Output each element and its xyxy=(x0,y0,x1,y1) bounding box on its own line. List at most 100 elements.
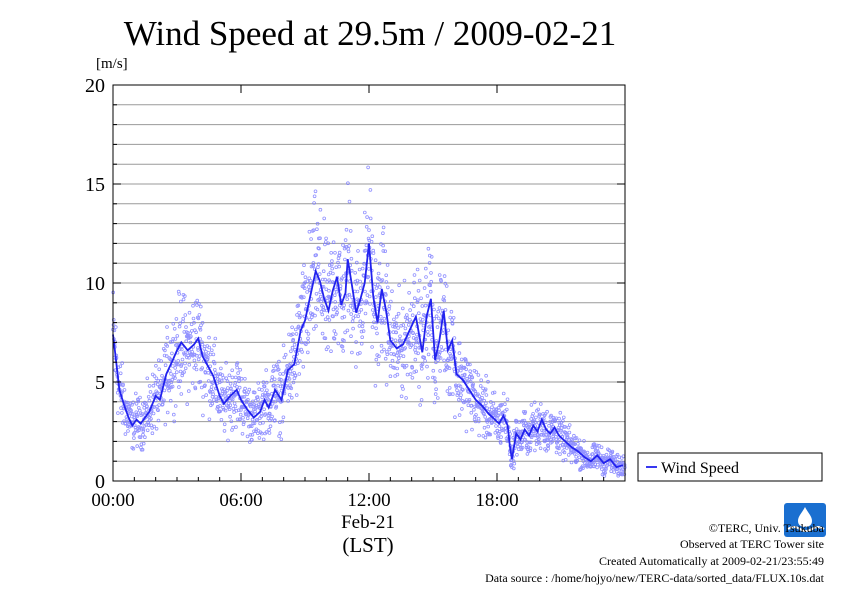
scatter-point xyxy=(259,431,264,436)
scatter-point xyxy=(243,376,247,381)
scatter-point xyxy=(197,301,201,306)
scatter-point xyxy=(263,412,268,416)
scatter-point xyxy=(363,248,368,253)
scatter-point xyxy=(313,313,317,318)
scatter-point xyxy=(520,445,525,450)
scatter-point xyxy=(198,379,203,384)
scatter-point xyxy=(366,236,371,241)
scatter-point xyxy=(561,415,566,420)
scatter-point xyxy=(329,349,333,354)
scatter-point xyxy=(377,285,382,289)
scatter-point xyxy=(492,390,497,395)
scatter-point xyxy=(436,316,441,321)
scatter-point xyxy=(503,430,508,434)
scatter-point xyxy=(179,362,184,367)
scatter-point xyxy=(181,316,186,321)
scatter-point xyxy=(296,361,300,365)
scatter-point xyxy=(297,359,302,363)
scatter-point xyxy=(499,435,503,439)
scatter-point xyxy=(331,307,336,312)
scatter-point xyxy=(359,329,364,334)
scatter-point xyxy=(399,394,404,399)
scatter-point xyxy=(425,294,430,298)
scatter-point xyxy=(199,304,203,309)
scatter-point xyxy=(325,298,330,303)
scatter-point xyxy=(418,403,423,407)
scatter-point xyxy=(386,341,391,345)
scatter-point xyxy=(554,450,559,455)
scatter-point xyxy=(541,416,546,421)
scatter-point xyxy=(354,281,359,286)
scatter-point xyxy=(483,435,488,440)
scatter-point xyxy=(227,373,232,378)
scatter-point xyxy=(346,249,351,254)
scatter-point xyxy=(326,241,331,246)
scatter-point xyxy=(230,368,235,373)
scatter-point xyxy=(469,403,474,408)
scatter-point xyxy=(442,274,447,278)
scatter-point xyxy=(329,262,334,267)
scatter-point xyxy=(131,446,136,451)
scatter-point xyxy=(213,336,218,341)
scatter-point xyxy=(417,278,422,283)
y-tick-label: 0 xyxy=(95,471,105,493)
scatter-point xyxy=(457,351,462,355)
scatter-point xyxy=(343,238,348,242)
scatter-point xyxy=(302,286,307,291)
scatter-point xyxy=(211,359,216,364)
scatter-point xyxy=(419,366,424,371)
scatter-point xyxy=(226,386,230,390)
scatter-point xyxy=(561,419,565,423)
scatter-point xyxy=(200,342,205,347)
scatter-point xyxy=(438,350,442,355)
scatter-point xyxy=(167,388,171,393)
scatter-point xyxy=(298,314,303,318)
scatter-point xyxy=(122,388,127,392)
scatter-point xyxy=(235,365,239,370)
scatter-point xyxy=(286,399,290,403)
scatter-point xyxy=(392,317,396,322)
scatter-point xyxy=(149,417,153,421)
scatter-point xyxy=(241,395,245,399)
scatter-point xyxy=(460,407,464,411)
scatter-point xyxy=(230,375,235,380)
scatter-point xyxy=(376,271,381,276)
x-axis-unit-label: (LST) xyxy=(342,533,394,557)
scatter-point xyxy=(287,332,291,337)
scatter-point xyxy=(522,438,527,442)
scatter-point xyxy=(280,419,285,424)
scatter-point xyxy=(405,319,409,324)
scatter-point xyxy=(351,326,355,331)
scatter-point xyxy=(195,298,200,303)
scatter-point xyxy=(437,273,442,277)
scatter-point xyxy=(358,286,363,290)
scatter-point xyxy=(449,309,454,314)
scatter-point xyxy=(497,424,502,428)
scatter-point xyxy=(428,324,432,329)
scatter-point xyxy=(558,410,563,415)
scatter-point xyxy=(228,414,232,419)
y-tick-label: 10 xyxy=(85,273,105,295)
scatter-point xyxy=(538,402,543,406)
scatter-point xyxy=(365,300,369,305)
scatter-point xyxy=(569,460,574,465)
scatter-point xyxy=(495,416,499,420)
scatter-point xyxy=(242,390,247,394)
scatter-point xyxy=(252,421,257,426)
scatter-point xyxy=(369,239,374,244)
scatter-point xyxy=(536,407,540,412)
scatter-point xyxy=(439,279,443,283)
scatter-point xyxy=(420,362,425,367)
scatter-point xyxy=(222,387,226,392)
scatter-point xyxy=(531,429,536,434)
scatter-point xyxy=(574,454,578,459)
scatter-point xyxy=(581,466,585,471)
scatter-point xyxy=(315,227,319,232)
scatter-point xyxy=(293,373,298,378)
scatter-point xyxy=(403,326,408,331)
scatter-point xyxy=(336,260,340,265)
scatter-point xyxy=(231,406,236,411)
scatter-point xyxy=(423,266,428,271)
scatter-point xyxy=(272,368,276,373)
scatter-point xyxy=(320,312,325,317)
